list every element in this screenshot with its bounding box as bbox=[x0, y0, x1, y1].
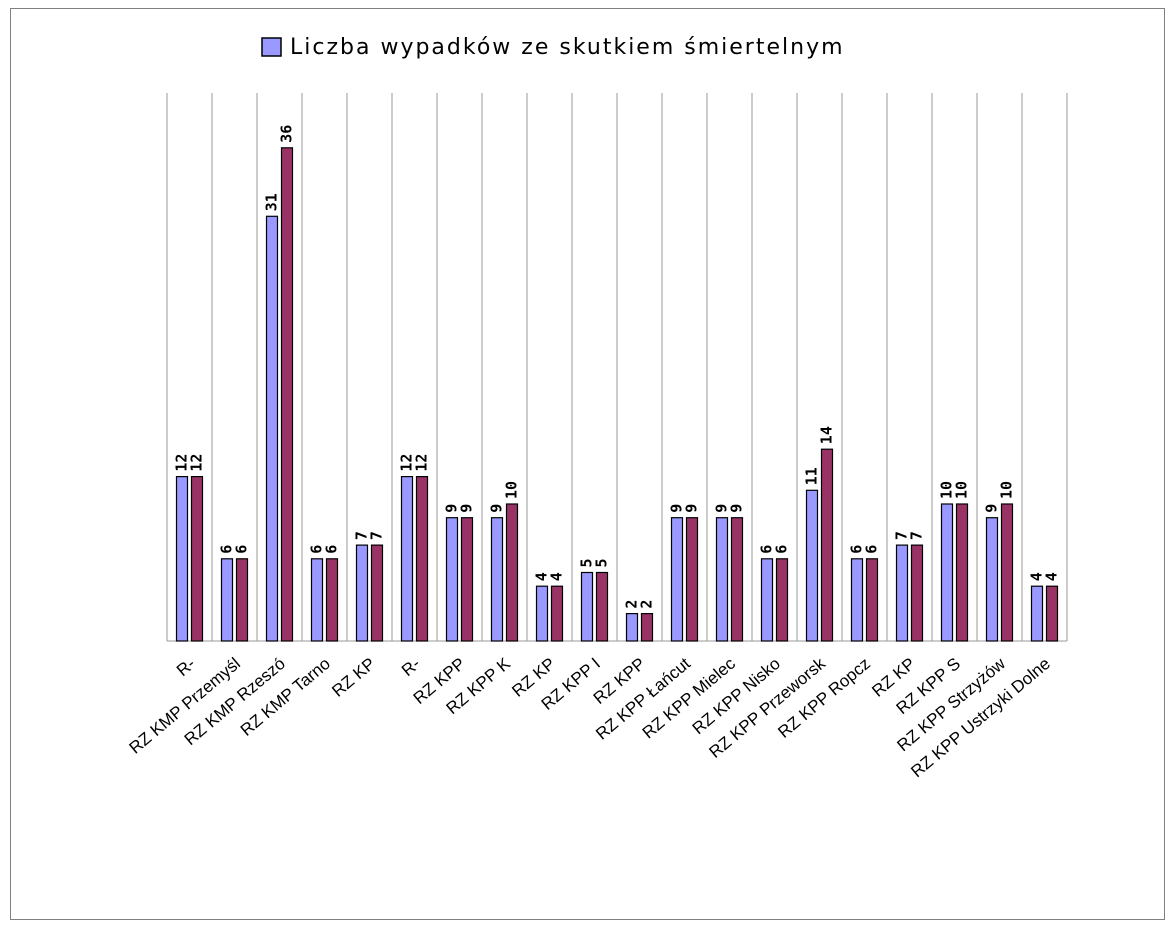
data-label: 9 bbox=[668, 504, 686, 513]
bar bbox=[715, 517, 729, 642]
data-label: 6 bbox=[848, 545, 866, 554]
data-label: 9 bbox=[728, 504, 746, 513]
data-label: 6 bbox=[233, 545, 251, 554]
bar bbox=[805, 489, 819, 642]
bar bbox=[910, 544, 924, 642]
data-label: 9 bbox=[458, 504, 476, 513]
data-label: 9 bbox=[713, 504, 731, 513]
bar bbox=[445, 517, 459, 642]
data-label: 9 bbox=[983, 504, 1001, 513]
data-label: 9 bbox=[683, 504, 701, 513]
bar bbox=[760, 558, 774, 642]
bar bbox=[535, 585, 549, 642]
bar bbox=[670, 517, 684, 642]
bar bbox=[235, 558, 249, 642]
bar bbox=[775, 558, 789, 642]
data-label: 36 bbox=[278, 125, 296, 143]
bar bbox=[310, 558, 324, 642]
bar bbox=[280, 147, 294, 642]
data-label: 4 bbox=[1043, 572, 1061, 581]
data-label: 31 bbox=[263, 193, 281, 211]
data-label: 2 bbox=[623, 600, 641, 609]
bar bbox=[730, 517, 744, 642]
data-label: 12 bbox=[398, 454, 416, 472]
bar bbox=[505, 503, 519, 642]
bar bbox=[175, 476, 189, 642]
bar bbox=[955, 503, 969, 642]
data-label: 5 bbox=[578, 558, 596, 567]
bar bbox=[220, 558, 234, 642]
data-label: 7 bbox=[893, 531, 911, 540]
data-label: 4 bbox=[533, 572, 551, 581]
data-label: 6 bbox=[773, 545, 791, 554]
chart-frame bbox=[10, 8, 1165, 920]
data-label: 11 bbox=[803, 467, 821, 485]
data-label: 9 bbox=[488, 504, 506, 513]
data-label: 10 bbox=[998, 481, 1016, 499]
bar bbox=[985, 517, 999, 642]
data-label: 7 bbox=[908, 531, 926, 540]
data-label: 4 bbox=[1028, 572, 1046, 581]
data-label: 10 bbox=[938, 481, 956, 499]
bar bbox=[1045, 585, 1059, 642]
data-label: 9 bbox=[443, 504, 461, 513]
bar bbox=[400, 476, 414, 642]
legend-swatch bbox=[261, 37, 282, 57]
bar bbox=[190, 476, 204, 642]
bar bbox=[355, 544, 369, 642]
data-label: 10 bbox=[503, 481, 521, 499]
data-label: 6 bbox=[218, 545, 236, 554]
bar bbox=[820, 448, 834, 642]
data-label: 12 bbox=[173, 454, 191, 472]
data-label: 7 bbox=[353, 531, 371, 540]
bar bbox=[625, 612, 639, 642]
bar bbox=[685, 517, 699, 642]
bar bbox=[580, 571, 594, 642]
bar bbox=[550, 585, 564, 642]
data-label: 6 bbox=[758, 545, 776, 554]
bar bbox=[370, 544, 384, 642]
bar bbox=[460, 517, 474, 642]
bar bbox=[325, 558, 339, 642]
data-label: 2 bbox=[638, 600, 656, 609]
bar bbox=[850, 558, 864, 642]
bar bbox=[415, 476, 429, 642]
bar bbox=[940, 503, 954, 642]
data-label: 14 bbox=[818, 426, 836, 444]
data-label: 12 bbox=[188, 454, 206, 472]
data-label: 7 bbox=[368, 531, 386, 540]
data-label: 10 bbox=[953, 481, 971, 499]
bar bbox=[595, 571, 609, 642]
data-label: 6 bbox=[308, 545, 326, 554]
bar bbox=[895, 544, 909, 642]
bar bbox=[265, 215, 279, 642]
data-label: 6 bbox=[323, 545, 341, 554]
legend-label: Liczba wypadków ze skutkiem śmiertelnym bbox=[290, 35, 845, 60]
bar bbox=[865, 558, 879, 642]
bar bbox=[1000, 503, 1014, 642]
data-label: 4 bbox=[548, 572, 566, 581]
data-label: 12 bbox=[413, 454, 431, 472]
bar bbox=[490, 517, 504, 642]
bar bbox=[640, 612, 654, 642]
data-label: 6 bbox=[863, 545, 881, 554]
bar bbox=[1030, 585, 1044, 642]
data-label: 5 bbox=[593, 558, 611, 567]
